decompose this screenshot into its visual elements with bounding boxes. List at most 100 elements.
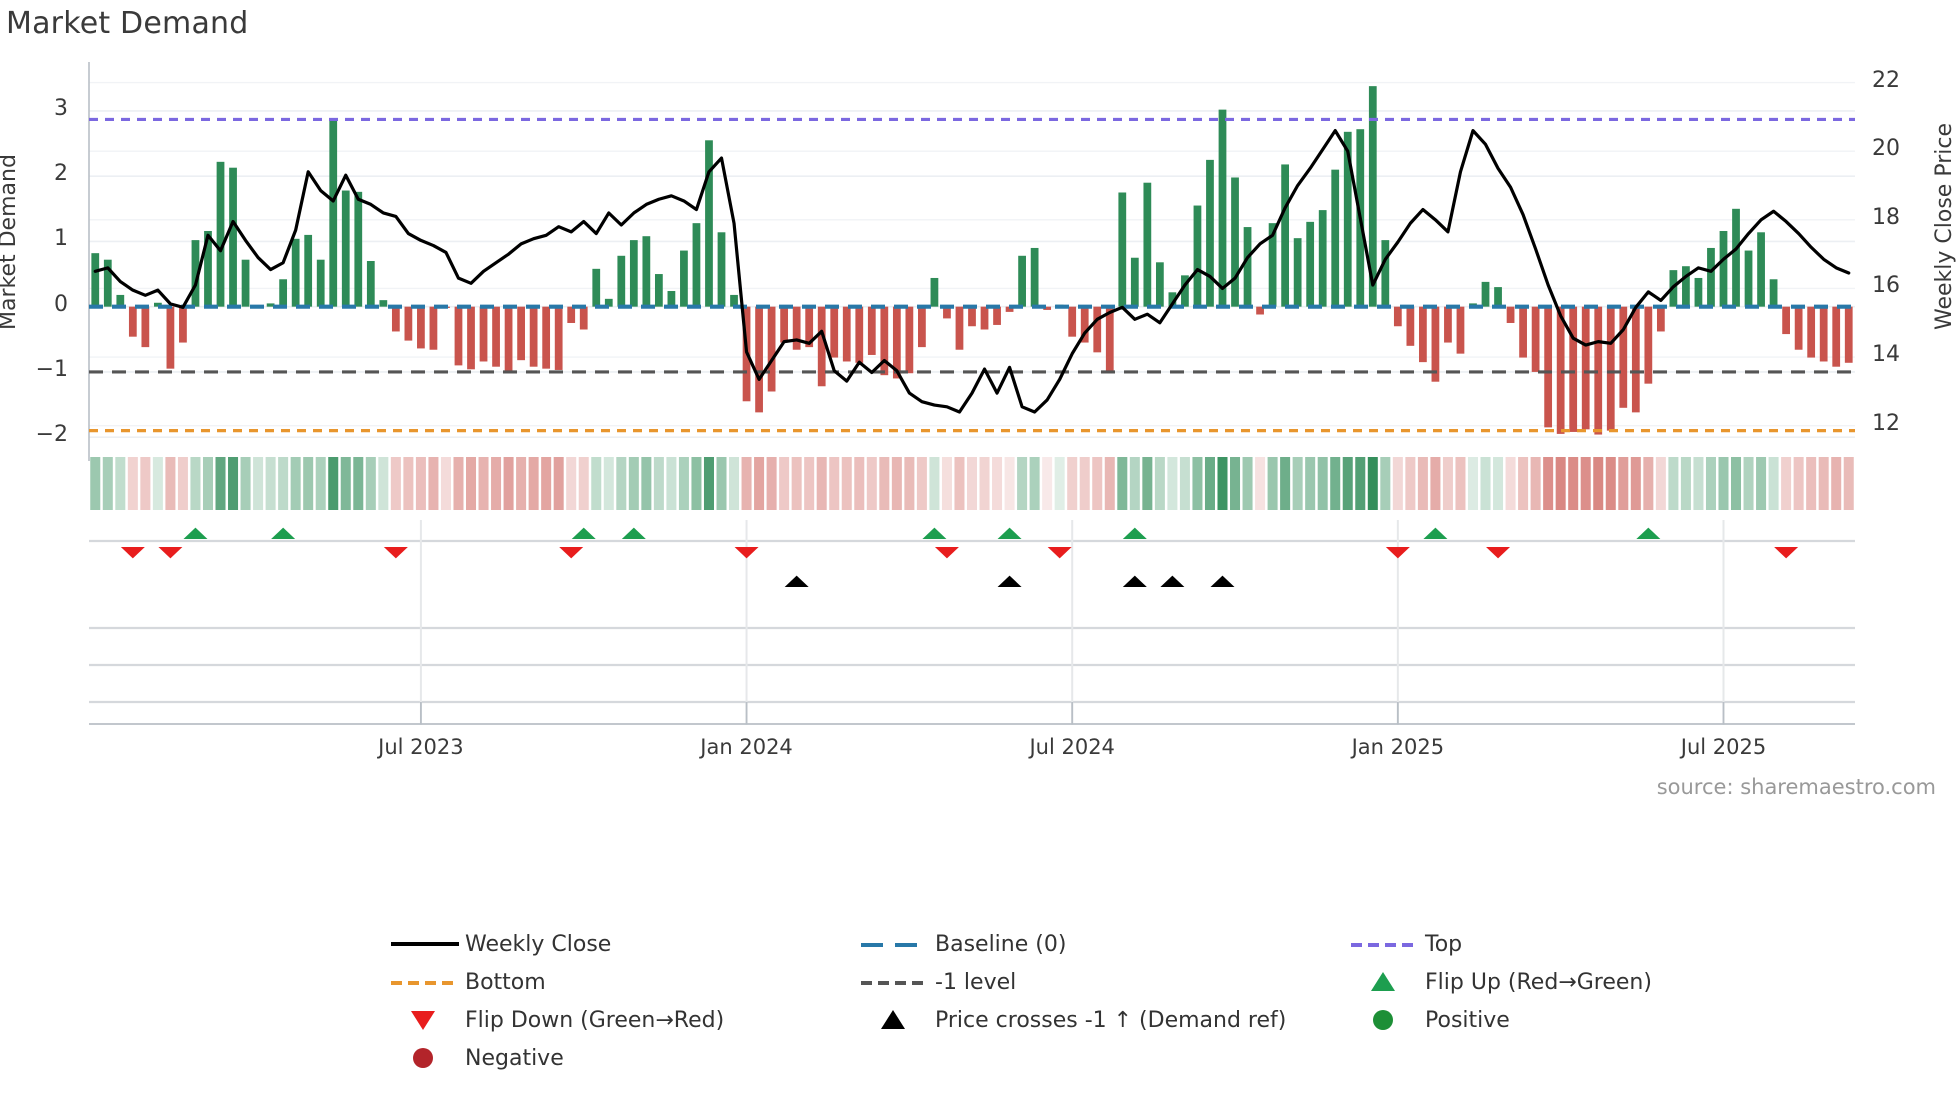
- legend-label: Top: [1425, 931, 1463, 957]
- strip-cell: [253, 457, 264, 510]
- strip-cell: [866, 457, 877, 510]
- flip-up-marker[interactable]: [1423, 527, 1448, 539]
- price-cross-marker[interactable]: [784, 575, 809, 587]
- flip-up-marker[interactable]: [922, 527, 947, 539]
- legend-item[interactable]: Bottom: [385, 963, 855, 1001]
- strip-cell: [1781, 457, 1792, 510]
- y-tick-right: 14: [1872, 342, 1900, 368]
- demand-bar: [1018, 255, 1026, 307]
- strip-cell: [240, 457, 251, 510]
- flip-up-marker[interactable]: [997, 527, 1022, 539]
- flip-down-marker[interactable]: [1774, 547, 1799, 559]
- strip-cell: [1467, 457, 1479, 510]
- price-cross-marker[interactable]: [1210, 575, 1235, 587]
- legend-label: Flip Down (Green→Red): [465, 1007, 725, 1033]
- demand-bar: [654, 274, 663, 307]
- demand-bar: [855, 306, 864, 363]
- price-cross-marker[interactable]: [1122, 575, 1147, 587]
- legend-item[interactable]: Weekly Close: [385, 925, 855, 963]
- strip-cell: [353, 457, 364, 510]
- demand-bar: [1343, 131, 1352, 307]
- demand-bar: [667, 291, 676, 307]
- flip-up-marker[interactable]: [571, 527, 596, 539]
- flip-down-marker[interactable]: [559, 547, 584, 559]
- strip-cell: [1743, 457, 1754, 510]
- legend-item[interactable]: Negative: [385, 1039, 855, 1077]
- strip-cell: [954, 457, 965, 510]
- legend-item[interactable]: Flip Up (Red→Green): [1345, 963, 1845, 1001]
- flip-up-marker[interactable]: [1122, 527, 1147, 539]
- strip-cell: [1280, 457, 1291, 510]
- demand-bar: [705, 140, 713, 307]
- demand-bar: [1694, 277, 1703, 307]
- flip-down-marker[interactable]: [158, 547, 183, 559]
- strip-cell: [992, 457, 1003, 510]
- flip-down-marker[interactable]: [120, 547, 145, 559]
- demand-bar: [1481, 281, 1490, 307]
- demand-bar: [767, 306, 776, 392]
- demand-bar: [366, 261, 375, 307]
- dashed-line-icon: [1351, 943, 1419, 947]
- strip-cell: [1317, 457, 1328, 510]
- legend-item[interactable]: -1 level: [855, 963, 1345, 1001]
- flip-down-marker[interactable]: [734, 547, 759, 559]
- demand-bar: [1757, 232, 1765, 307]
- strip-cell: [566, 457, 577, 510]
- y-tick-right: 12: [1872, 410, 1900, 436]
- strip-cell: [966, 457, 978, 510]
- flip-down-marker[interactable]: [1047, 547, 1072, 559]
- demand-bar: [404, 306, 413, 341]
- demand-bar: [554, 306, 563, 370]
- flip-up-marker[interactable]: [621, 527, 646, 539]
- dashed-line-icon: [391, 981, 459, 985]
- flip-down-marker[interactable]: [1486, 547, 1511, 559]
- legend-swatch-triangle-up-green: [1345, 971, 1425, 993]
- demand-bar: [179, 306, 187, 343]
- strip-cell: [1167, 457, 1178, 510]
- price-cross-marker[interactable]: [1160, 575, 1185, 587]
- demand-bar: [717, 232, 726, 307]
- demand-bar: [1143, 182, 1152, 307]
- legend-item[interactable]: Price crosses -1 ↑ (Demand ref): [855, 1001, 1345, 1039]
- demand-bar: [1268, 223, 1277, 307]
- strip-cell: [591, 457, 602, 510]
- demand-bar: [1494, 287, 1502, 307]
- strip-cell: [1342, 457, 1353, 510]
- strip-cell: [1417, 457, 1428, 510]
- demand-bar: [1419, 306, 1427, 363]
- flip-up-marker[interactable]: [183, 527, 208, 539]
- demand-bar: [1656, 306, 1665, 332]
- demand-bar: [780, 306, 789, 343]
- strip-cell: [1029, 457, 1040, 510]
- demand-bar: [1819, 306, 1828, 362]
- demand-bar: [1306, 221, 1315, 307]
- demand-bar: [1719, 230, 1728, 307]
- strip-cell: [1380, 457, 1391, 510]
- strip-cell: [1593, 457, 1604, 510]
- demand-bar: [1005, 306, 1014, 312]
- legend-item[interactable]: Top: [1345, 925, 1845, 963]
- demand-bar: [1105, 306, 1114, 374]
- flip-down-marker[interactable]: [934, 547, 959, 559]
- flip-up-marker[interactable]: [1636, 527, 1661, 539]
- strip-cell: [641, 457, 652, 510]
- demand-bar: [1569, 306, 1578, 432]
- legend-item[interactable]: Baseline (0): [855, 925, 1345, 963]
- price-cross-markers: [784, 575, 1235, 587]
- strip-cell: [265, 457, 276, 510]
- strip-cell: [503, 457, 514, 510]
- demand-bar: [980, 306, 989, 330]
- flip-down-marker[interactable]: [1385, 547, 1410, 559]
- demand-bar: [1155, 262, 1164, 307]
- legend-spacer: [855, 1039, 1345, 1077]
- legend-label: Flip Up (Red→Green): [1425, 969, 1652, 995]
- strip-cell: [1154, 457, 1165, 510]
- flip-down-marker[interactable]: [383, 547, 408, 559]
- legend-item[interactable]: Positive: [1345, 1001, 1845, 1039]
- price-cross-marker[interactable]: [997, 575, 1022, 587]
- strip-cell: [1217, 457, 1228, 510]
- strip-cell: [1493, 457, 1504, 510]
- flip-up-marker[interactable]: [271, 527, 296, 539]
- legend-item[interactable]: Flip Down (Green→Red): [385, 1001, 855, 1039]
